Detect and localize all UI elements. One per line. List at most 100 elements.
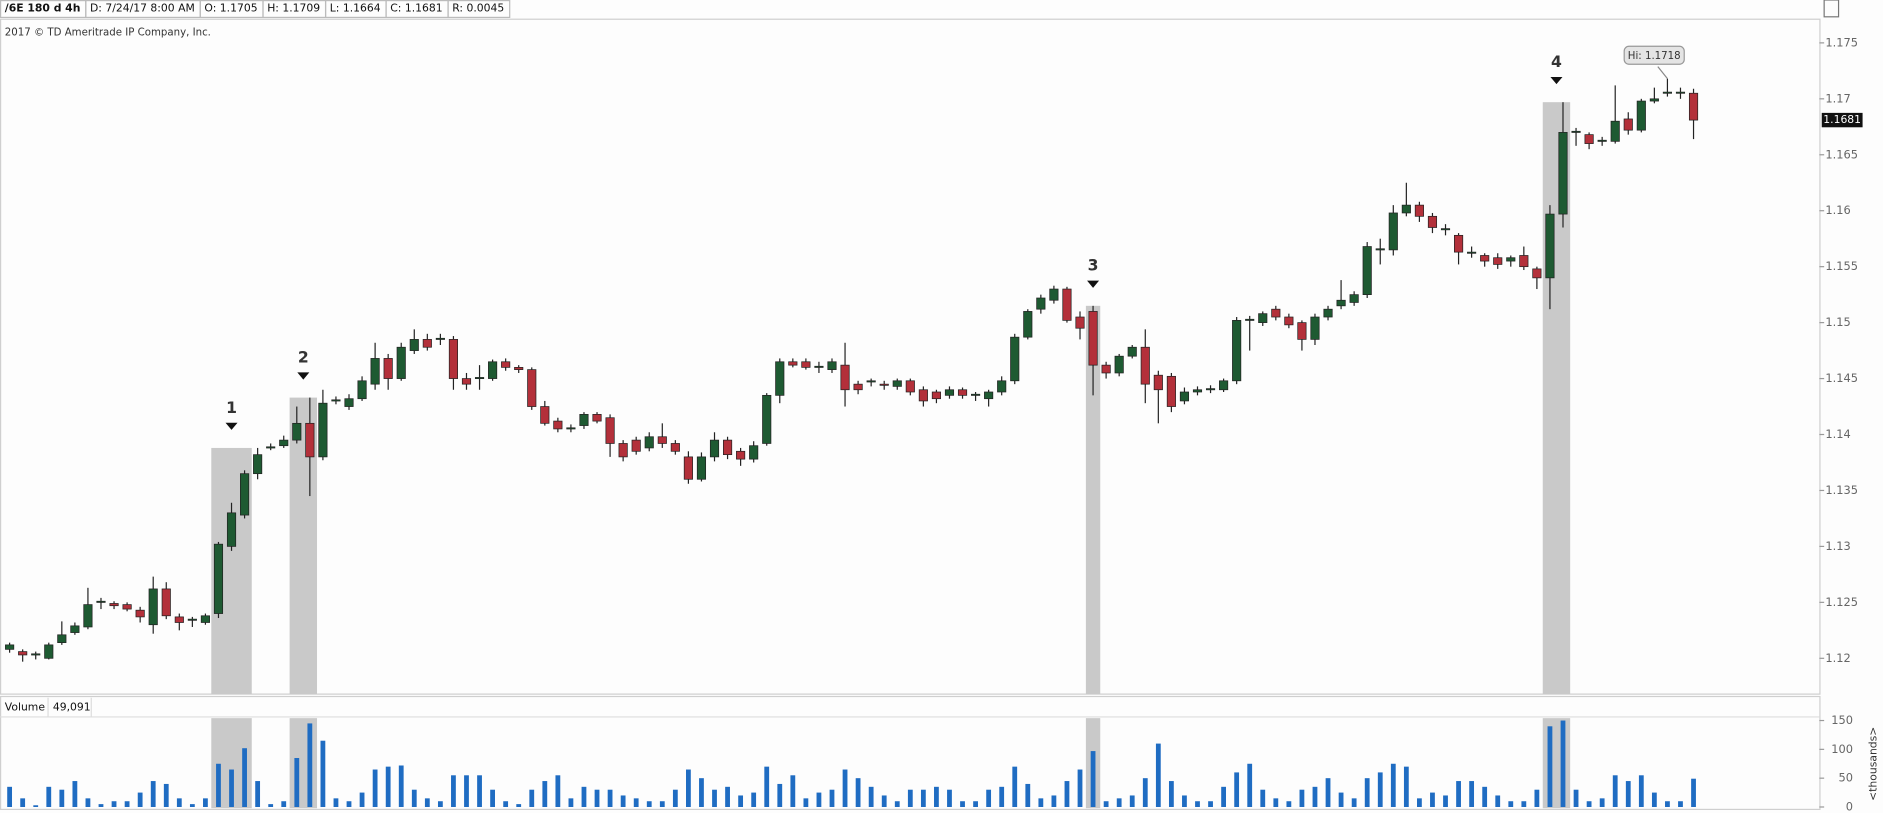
candle-body — [344, 398, 354, 407]
candle-body — [226, 512, 237, 547]
volume-bar — [163, 783, 169, 807]
candle-body — [866, 380, 876, 383]
volume-bar — [947, 789, 952, 807]
highlight-column — [1085, 305, 1101, 695]
candle-body — [57, 634, 67, 644]
volume-bar — [490, 789, 495, 807]
candle-body — [1284, 316, 1294, 326]
candle-body — [44, 644, 54, 659]
header-field: /6E 180 d 4h — [5, 1, 81, 14]
candle-body — [305, 422, 315, 458]
volume-bar — [1351, 798, 1357, 807]
volume-bar — [594, 789, 600, 807]
candle-body — [1192, 389, 1203, 393]
volume-bar — [124, 801, 130, 807]
volume-bar — [1325, 778, 1331, 807]
toolbar-icon[interactable] — [1823, 0, 1840, 18]
volume-bar — [881, 795, 887, 807]
volume-bar — [437, 801, 443, 807]
candle-body — [762, 394, 772, 444]
volume-bar — [1012, 766, 1018, 807]
volume-bar — [1195, 801, 1200, 807]
volume-bar — [1560, 720, 1566, 807]
candle-body — [905, 380, 915, 393]
candle-body — [161, 588, 171, 617]
volume-bar — [1364, 778, 1370, 807]
volume-bar — [685, 769, 691, 807]
candle-body — [1610, 120, 1620, 142]
header-field: R: 0.0045 — [452, 1, 504, 14]
candle-body — [605, 417, 615, 444]
candle-body — [1506, 257, 1516, 262]
volume-bar — [1665, 801, 1670, 807]
candle-body — [814, 365, 824, 368]
volume-bar — [189, 804, 195, 807]
candle-body — [944, 389, 955, 396]
volume-bar — [307, 723, 313, 807]
candle-body — [448, 339, 458, 379]
candle-body — [1636, 100, 1646, 131]
candle-body — [631, 439, 641, 452]
volume-bar — [33, 805, 39, 807]
candle-body — [657, 436, 667, 444]
candle-body — [892, 380, 902, 387]
volume-bar — [1103, 801, 1109, 807]
volume-bar — [568, 798, 574, 807]
y-tick-label: 1.175 — [1825, 35, 1858, 49]
volume-bar — [1469, 781, 1475, 807]
marker-arrow — [297, 372, 310, 380]
candle-body — [1297, 322, 1307, 340]
candle-body — [749, 445, 759, 460]
candle-body — [1023, 311, 1033, 338]
candle-body — [1075, 316, 1085, 329]
volume-bar — [1456, 781, 1461, 807]
volume-bar — [999, 786, 1005, 807]
volume-title: Volume — [5, 700, 46, 713]
volume-bar — [372, 769, 378, 807]
y-tick-label: 1.15 — [1825, 315, 1850, 329]
candle-body — [971, 393, 981, 396]
candle-body — [931, 391, 941, 400]
volume-bar — [1390, 763, 1396, 807]
candle-body — [409, 339, 419, 351]
volume-unit: <thousands> — [1866, 727, 1879, 801]
candle-body — [1532, 268, 1542, 279]
volume-bar — [516, 804, 522, 807]
volume-bar — [1430, 792, 1435, 807]
volume-bar — [1678, 801, 1683, 807]
high-label: Hi: 1.1718 — [1628, 51, 1681, 62]
candle-body — [357, 380, 367, 400]
y-tick-label: 1.14 — [1825, 427, 1850, 441]
volume-bar — [816, 792, 822, 807]
volume-bar — [150, 781, 156, 807]
candle-body — [853, 383, 863, 391]
volume-bar — [542, 781, 548, 807]
y-tick-label: 1.17 — [1825, 91, 1850, 105]
volume-bar — [672, 789, 678, 807]
volume-bar — [1547, 726, 1553, 807]
candle-body — [683, 456, 693, 480]
volume-bar — [1495, 795, 1501, 807]
candle-body — [331, 399, 341, 402]
candle-body — [31, 653, 41, 656]
volume-bar — [1247, 763, 1253, 807]
candle-body — [1153, 374, 1163, 391]
header-field: D: 7/24/17 8:00 AM — [90, 1, 195, 14]
volume-bar — [581, 786, 587, 807]
volume-bar — [1025, 783, 1031, 807]
volume-bar — [868, 786, 874, 807]
volume-bar — [20, 798, 26, 807]
candle-body — [1440, 228, 1451, 231]
candle-body — [1036, 297, 1046, 310]
candle-body — [396, 346, 406, 379]
volume-bar — [620, 795, 626, 807]
candle-body — [474, 377, 485, 380]
candle-body — [736, 450, 746, 460]
candle-body — [670, 443, 680, 452]
volume-bar — [1260, 789, 1266, 807]
candle-body — [1232, 320, 1242, 382]
volume-bar — [699, 778, 704, 807]
volume-bar — [1142, 778, 1148, 807]
volume-bar — [842, 769, 848, 807]
